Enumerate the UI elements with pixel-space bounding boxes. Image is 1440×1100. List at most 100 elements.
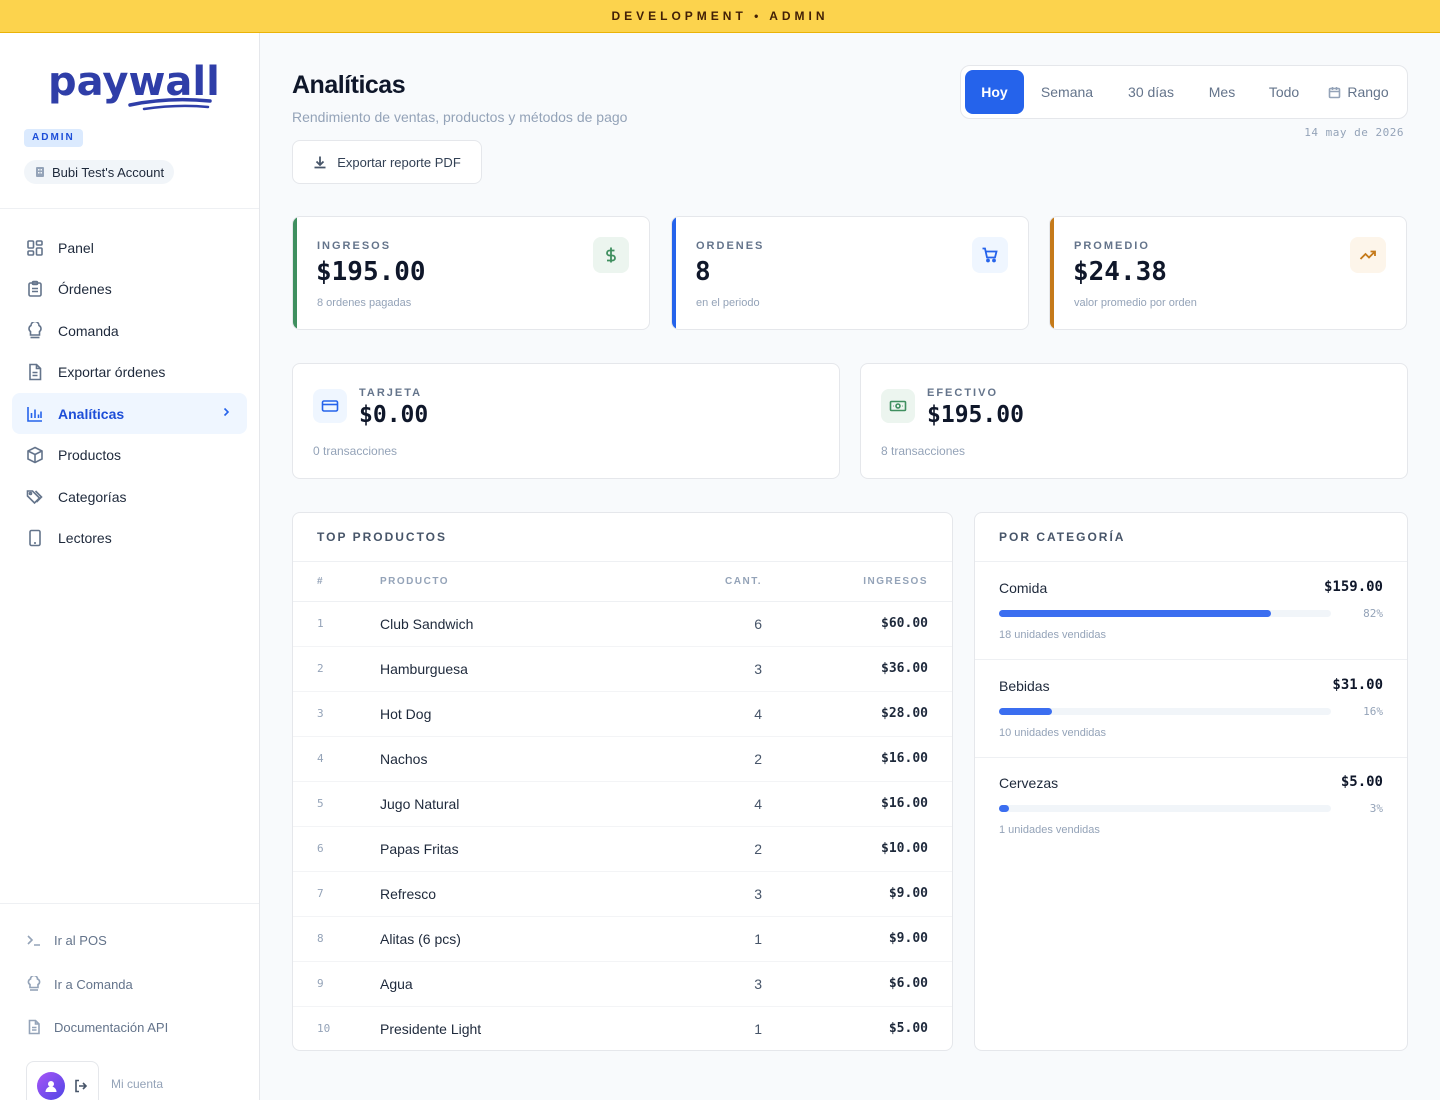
table-row[interactable]: 1 Club Sandwich 6 $60.00	[293, 601, 952, 647]
row-product-name: Agua	[380, 961, 642, 1007]
category-progress-track	[999, 610, 1331, 617]
chef-hat-icon	[27, 976, 41, 991]
categories-card: POR CATEGORÍA Comida $159.00 82% 18 unidade…	[974, 512, 1408, 1051]
kpi-label: PROMEDIO	[1074, 240, 1150, 252]
sidebar-item-productos[interactable]: Productos	[12, 435, 247, 476]
kpi-card-promedio: PROMEDIO $24.38 valor promedio por orden	[1049, 216, 1407, 330]
table-row[interactable]: 7 Refresco 3 $9.00	[293, 871, 952, 917]
kpi-label: INGRESOS	[317, 240, 392, 252]
category-progress-track	[999, 805, 1331, 812]
row-product-name: Hamburguesa	[380, 646, 642, 692]
footer-link-label: Ir al POS	[54, 932, 107, 948]
export-pdf-button[interactable]: Exportar reporte PDF	[292, 140, 482, 184]
kpi-accent-bar	[672, 217, 676, 329]
tab-todo[interactable]: Todo	[1252, 70, 1316, 114]
user-icon	[45, 1081, 57, 1092]
table-row[interactable]: 9 Agua 3 $6.00	[293, 961, 952, 1007]
payment-card-efectivo: EFECTIVO $195.00 8 transacciones	[860, 363, 1408, 479]
category-row: Bebidas $31.00 16% 10 unidades vendidas	[975, 660, 1407, 758]
tablet-icon	[29, 529, 41, 547]
category-units: 18 unidades vendidas	[999, 629, 1107, 641]
kpi-note: en el periodo	[696, 297, 760, 309]
footer-link-label: Ir a Comanda	[54, 976, 133, 992]
sidebar-item-lectores[interactable]: Lectores	[12, 518, 247, 559]
grid-icon	[27, 239, 43, 256]
card-divider	[975, 561, 1407, 562]
category-percent: 82%	[1363, 607, 1383, 620]
sidebar-item-categorias[interactable]: Categorías	[12, 476, 247, 517]
row-product-name: Club Sandwich	[380, 601, 642, 647]
table-row[interactable]: 8 Alitas (6 pcs) 1 $9.00	[293, 916, 952, 962]
payment-note: 8 transacciones	[881, 444, 966, 458]
table-row[interactable]: 10 Presidente Light 1 $5.00	[293, 1006, 952, 1050]
row-rank: 3	[293, 691, 380, 737]
download-icon	[314, 156, 326, 169]
row-qty: 6	[642, 601, 762, 647]
link-ir-al-pos[interactable]: Ir al POS	[12, 922, 247, 958]
page-title: Analíticas	[292, 71, 406, 99]
sidebar-nav: Panel Órdenes Comanda Exportar órdenes A…	[12, 227, 247, 559]
row-qty: 1	[642, 916, 762, 962]
category-progress-track	[999, 707, 1331, 715]
payment-note: 0 transacciones	[313, 444, 398, 458]
card-divider	[293, 561, 952, 562]
tab-semana[interactable]: Semana	[1024, 70, 1110, 114]
role-badge: ADMIN	[24, 129, 83, 147]
tab-hoy[interactable]: Hoy	[965, 70, 1024, 114]
sidebar-item-label: Analíticas	[58, 405, 125, 422]
logout-icon[interactable]	[73, 1078, 89, 1094]
row-product-name: Refresco	[380, 871, 642, 917]
sidebar-item-label: Órdenes	[58, 281, 112, 297]
tags-icon	[26, 489, 43, 504]
card-title: TOP PRODUCTOS	[317, 530, 448, 544]
user-menu[interactable]	[26, 1061, 99, 1100]
category-name: Cervezas	[999, 775, 1059, 791]
table-row[interactable]: 2 Hamburguesa 3 $36.00	[293, 646, 952, 692]
tab-rango[interactable]: Rango	[1316, 70, 1401, 114]
payment-card-tarjeta: TARJETA $0.00 0 transacciones	[292, 363, 840, 479]
row-revenue: $60.00	[762, 601, 952, 647]
kpi-card-ingresos: INGRESOS $195.00 8 ordenes pagadas	[292, 216, 650, 330]
tab-label: 30 días	[1128, 84, 1174, 100]
my-account-label[interactable]: Mi cuenta	[111, 1077, 164, 1091]
table-row[interactable]: 5 Jugo Natural 4 $16.00	[293, 781, 952, 827]
table-row[interactable]: 6 Papas Fritas 2 $10.00	[293, 826, 952, 872]
row-revenue: $6.00	[762, 961, 952, 1007]
clipboard-icon	[28, 280, 42, 297]
account-switcher[interactable]: Bubi Test's Account	[24, 160, 175, 184]
table-row[interactable]: 4 Nachos 2 $16.00	[293, 736, 952, 782]
tab-mes[interactable]: Mes	[1192, 70, 1252, 114]
table-row[interactable]: 3 Hot Dog 4 $28.00	[293, 691, 952, 737]
sidebar-item-label: Productos	[58, 447, 122, 463]
sidebar-item-panel[interactable]: Panel	[12, 227, 247, 268]
tab-label: Hoy	[981, 84, 1008, 100]
sidebar-item-exportar[interactable]: Exportar órdenes	[12, 352, 247, 393]
tab-label: Todo	[1268, 84, 1300, 100]
sidebar-item-analiticas[interactable]: Analíticas	[12, 393, 247, 434]
sidebar-item-comanda[interactable]: Comanda	[12, 310, 247, 351]
sidebar-item-label: Exportar órdenes	[58, 364, 166, 380]
category-progress-fill	[999, 707, 1053, 715]
tab-30-dias[interactable]: 30 días	[1110, 70, 1192, 114]
kpi-accent-bar	[293, 217, 297, 329]
page-subtitle: Rendimiento de ventas, productos y métod…	[292, 109, 628, 125]
row-product-name: Alitas (6 pcs)	[380, 916, 642, 962]
category-row: Comida $159.00 82% 18 unidades vendidas	[975, 562, 1407, 660]
row-qty: 3	[642, 871, 762, 917]
row-rank: 5	[293, 781, 380, 827]
row-revenue: $9.00	[762, 916, 952, 962]
kpi-note: valor promedio por orden	[1074, 297, 1197, 309]
category-percent: 3%	[1369, 802, 1383, 815]
paywall-logo[interactable]: paywall	[48, 59, 220, 113]
sidebar-divider	[0, 903, 259, 904]
row-qty: 4	[642, 781, 762, 827]
row-rank: 9	[293, 961, 380, 1007]
link-ir-a-comanda[interactable]: Ir a Comanda	[12, 966, 247, 1002]
payment-label: TARJETA	[359, 387, 423, 399]
box-icon	[27, 446, 43, 464]
card-title: POR CATEGORÍA	[999, 530, 1126, 544]
chef-hat-icon	[28, 321, 42, 338]
link-documentacion-api[interactable]: Documentación API	[12, 1009, 247, 1045]
sidebar-item-ordenes[interactable]: Órdenes	[12, 269, 247, 310]
avatar[interactable]	[37, 1072, 65, 1100]
